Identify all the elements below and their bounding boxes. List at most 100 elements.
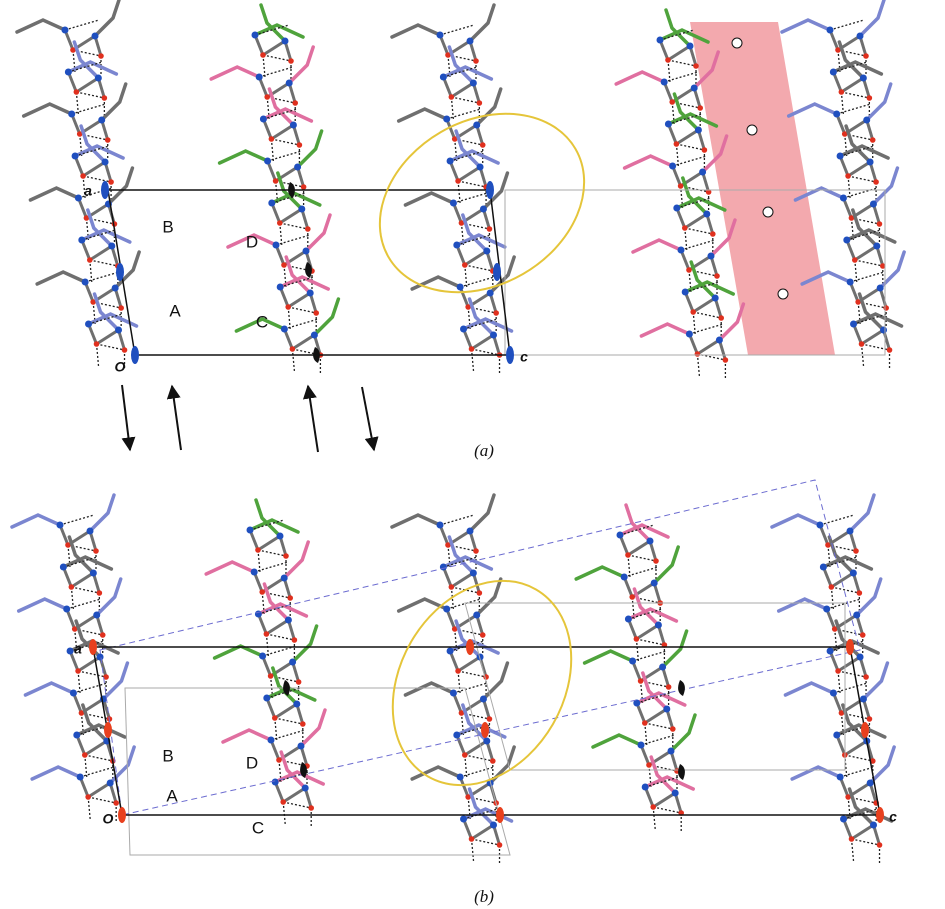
- nitrogen-atom: [247, 527, 254, 534]
- screw-axis: [678, 764, 685, 780]
- oxygen-atom: [477, 100, 483, 106]
- oxygen-atom: [269, 136, 275, 142]
- side-chain: [12, 515, 60, 527]
- nitrogen-atom: [293, 701, 300, 708]
- oxygen-atom: [638, 678, 644, 684]
- nitrogen-atom: [669, 163, 676, 170]
- nitrogen-atom: [65, 69, 72, 76]
- nitrogen-atom: [447, 648, 454, 655]
- nitrogen-atom: [870, 822, 877, 829]
- nitrogen-atom: [860, 696, 867, 703]
- nitrogen-atom: [285, 617, 292, 624]
- nitrogen-atom: [68, 111, 75, 118]
- oxygen-atom: [80, 173, 86, 179]
- h-bond: [685, 282, 721, 338]
- oxygen-atom: [702, 147, 708, 153]
- oxygen-atom: [87, 257, 93, 263]
- two-fold-axis: [506, 346, 514, 364]
- nitrogen-atom: [440, 74, 447, 81]
- oxygen-atom: [108, 179, 114, 185]
- side-chain: [301, 710, 325, 746]
- nitrogen-atom: [286, 80, 293, 87]
- h-bond: [844, 809, 880, 865]
- oxygen-atom: [122, 347, 128, 353]
- oxygen-atom: [276, 757, 282, 763]
- nitrogen-atom: [843, 237, 850, 244]
- molecule-label: C: [252, 818, 264, 837]
- nitrogen-atom: [477, 164, 484, 171]
- nitrogen-atom: [847, 528, 854, 535]
- nitrogen-atom: [487, 290, 494, 297]
- nitrogen-atom: [102, 159, 109, 166]
- side-chain: [633, 240, 681, 252]
- chain: [576, 505, 695, 833]
- oxygen-atom: [455, 668, 461, 674]
- side-chain: [399, 599, 447, 611]
- nitrogen-atom: [699, 169, 706, 176]
- h-bond: [250, 520, 286, 576]
- oxygen-atom: [493, 310, 499, 316]
- nitrogen-atom: [443, 606, 450, 613]
- side-chain: [24, 104, 72, 116]
- h-bond: [464, 809, 500, 865]
- nitrogen-atom: [260, 116, 267, 123]
- nitrogen-atom: [264, 158, 271, 165]
- nitrogen-atom: [857, 654, 864, 661]
- oxygen-atom: [487, 716, 493, 722]
- nitrogen-atom: [473, 612, 480, 619]
- nitrogen-atom: [873, 243, 880, 250]
- nitrogen-atom: [298, 743, 305, 750]
- nitrogen-atom: [298, 206, 305, 213]
- nitrogen-atom: [820, 564, 827, 571]
- nitrogen-atom: [833, 111, 840, 118]
- h-bond: [255, 25, 291, 81]
- nitrogen-atom: [672, 790, 679, 797]
- oxygen-atom: [308, 805, 314, 811]
- nitrogen-atom: [281, 575, 288, 582]
- nitrogen-atom: [273, 242, 280, 249]
- nitrogen-atom: [703, 211, 710, 218]
- nitrogen-atom: [483, 738, 490, 745]
- side-chain: [691, 262, 715, 298]
- oxygen-atom: [75, 668, 81, 674]
- oxygen-atom: [85, 794, 91, 800]
- nitrogen-atom: [251, 569, 258, 576]
- nitrogen-atom: [277, 284, 284, 291]
- oxygen-atom: [873, 179, 879, 185]
- oxygen-atom: [678, 183, 684, 189]
- cell-axis-label: a: [74, 641, 82, 657]
- inversion-center: [763, 207, 773, 217]
- nitrogen-atom: [112, 285, 119, 292]
- oxygen-atom: [102, 95, 108, 101]
- side-chain: [269, 89, 293, 125]
- nitrogen-atom: [311, 332, 318, 339]
- nitrogen-atom: [655, 622, 662, 629]
- h-bond: [689, 324, 725, 380]
- h-bond: [60, 515, 96, 571]
- oxygen-atom: [625, 552, 631, 558]
- nitrogen-atom: [827, 648, 834, 655]
- side-chain: [463, 215, 487, 251]
- inversion-center: [732, 38, 742, 48]
- nitrogen-atom: [87, 528, 94, 535]
- oxygen-atom: [469, 346, 475, 352]
- side-chain: [470, 5, 494, 41]
- oxygen-atom: [264, 94, 270, 100]
- nitrogen-atom: [437, 32, 444, 39]
- oxygen-atom: [69, 584, 75, 590]
- oxygen-atom: [646, 762, 652, 768]
- nitrogen-atom: [830, 69, 837, 76]
- nitrogen-atom: [450, 200, 457, 207]
- h-bond: [837, 104, 873, 160]
- nitrogen-atom: [268, 737, 275, 744]
- h-bond: [843, 188, 879, 244]
- nitrogen-atom: [880, 327, 887, 334]
- oxygen-atom: [98, 53, 104, 59]
- side-chain: [857, 579, 881, 615]
- side-chain: [671, 715, 695, 751]
- side-chain: [256, 500, 280, 536]
- oxygen-atom: [74, 89, 80, 95]
- h-bond: [72, 104, 108, 160]
- h-bond: [65, 20, 101, 76]
- oxygen-atom: [287, 595, 293, 601]
